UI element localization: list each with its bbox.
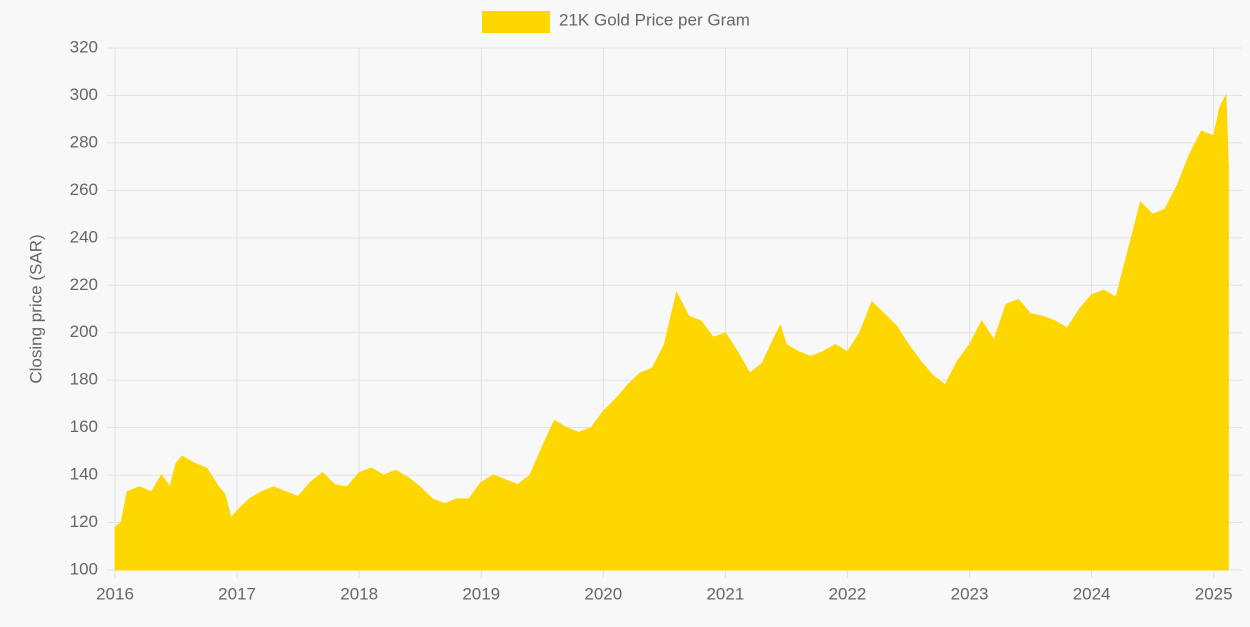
x-tick-label: 2018: [340, 584, 378, 603]
x-tick-label: 2017: [218, 584, 256, 603]
y-tick-label: 280: [70, 132, 98, 151]
x-tick-label: 2016: [96, 584, 134, 603]
x-tick-label: 2025: [1195, 584, 1233, 603]
x-tick-label: 2021: [706, 584, 744, 603]
y-axis-label: Closing price (SAR): [26, 234, 45, 383]
axes: 100 120 140 160 180 200 220 240 260 280 300 320 2016…: [70, 37, 1233, 603]
y-tick-label: 220: [70, 275, 98, 294]
y-tick-label: 100: [70, 559, 98, 578]
y-tick-label: 240: [70, 227, 98, 246]
y-tick-label: 300: [70, 85, 98, 104]
area: [114, 93, 1229, 571]
x-tick-label: 2023: [951, 584, 989, 603]
y-tick-label: 140: [70, 465, 98, 484]
legend-label: 21K Gold Price per Gram: [559, 10, 750, 29]
y-tick-label: 180: [70, 370, 98, 389]
y-tick-label: 260: [70, 180, 98, 199]
y-tick-label: 320: [70, 37, 98, 56]
x-tick-label: 2019: [462, 584, 500, 603]
legend-swatch: [482, 11, 550, 33]
y-tick-label: 120: [70, 512, 98, 531]
plot: [114, 93, 1229, 571]
x-tick-label: 2020: [584, 584, 622, 603]
y-tick-label: 160: [70, 417, 98, 436]
x-tick-label: 2022: [829, 584, 867, 603]
y-tick-label: 200: [70, 322, 98, 341]
x-tick-label: 2024: [1073, 584, 1111, 603]
